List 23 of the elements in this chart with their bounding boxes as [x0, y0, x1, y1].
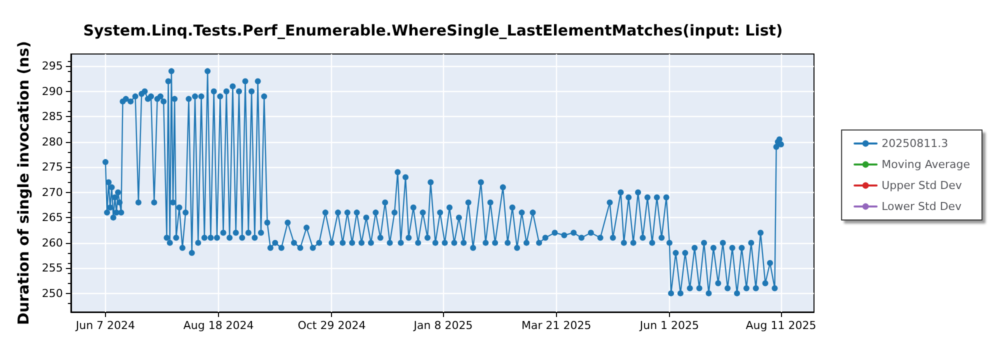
x-tick-label: Jun 7 2024: [74, 319, 136, 332]
y-tick-label: 265: [42, 211, 63, 224]
legend-label: Lower Std Dev: [882, 200, 962, 213]
legend-label: 20250811.3: [882, 137, 948, 150]
y-tick-label: 260: [42, 236, 63, 250]
x-tick-label: Aug 11 2025: [746, 319, 816, 332]
legend-label: Upper Std Dev: [882, 179, 962, 192]
y-tick-label: 255: [42, 262, 63, 275]
y-tick-label: 275: [42, 160, 63, 174]
y-tick-label: 285: [42, 110, 63, 124]
x-tick-label: Jun 1 2025: [638, 319, 700, 332]
x-tick-label: Aug 18 2024: [183, 319, 254, 332]
chart-title: System.Linq.Tests.Perf_Enumerable.WhereSingle_LastElementMatches(input: List): [83, 22, 783, 40]
y-tick-label: 295: [42, 60, 63, 73]
y-tick-label: 280: [42, 135, 63, 148]
x-tick-label: Oct 29 2024: [298, 319, 366, 332]
y-tick-label: 250: [42, 286, 63, 300]
x-tick-label: Jan 8 2025: [412, 319, 473, 332]
legend-label: Moving Average: [882, 158, 970, 171]
x-tick-label: Mar 21 2025: [521, 319, 592, 332]
y-tick-label: 290: [42, 84, 63, 98]
y-tick-label: 270: [42, 186, 63, 199]
y-axis-title: Duration of single invocation (ns): [14, 41, 32, 325]
